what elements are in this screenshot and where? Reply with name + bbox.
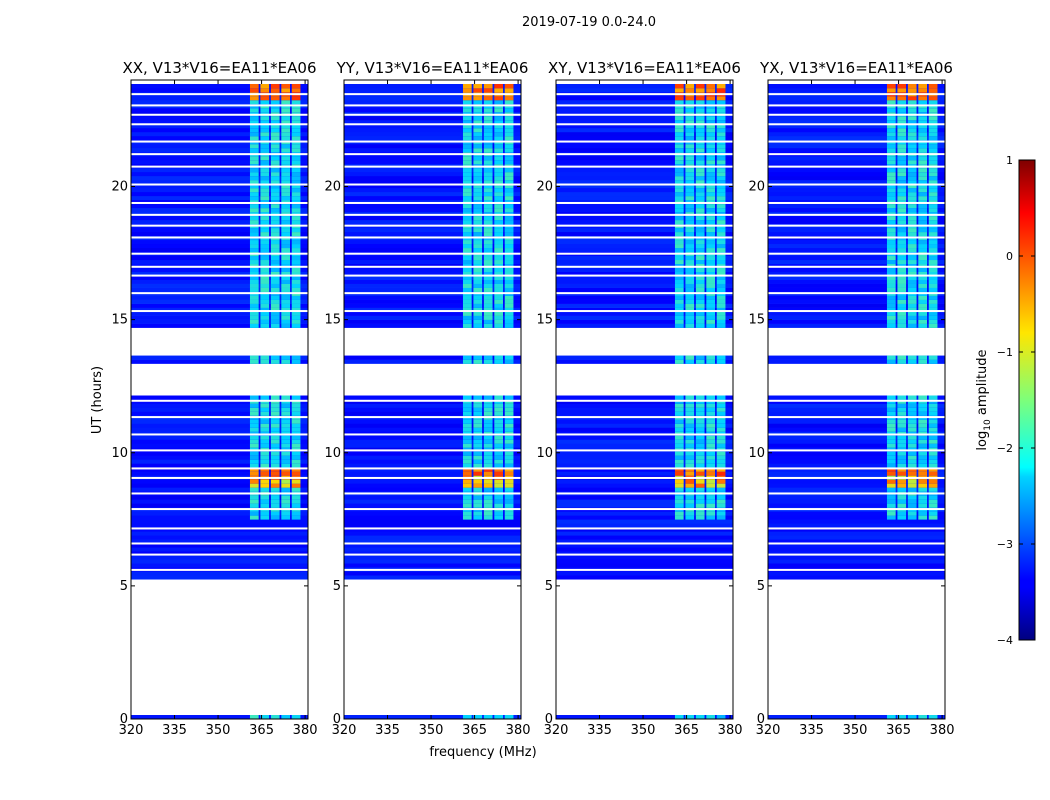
panels: XX, V13*V16=EA11*EA06 320 335 350 365 380 0 5 10…: [111, 59, 954, 738]
colorbar-tick-label: 1: [1006, 154, 1013, 167]
y-tick-label: 10: [111, 446, 128, 461]
x-tick-label: 320: [332, 723, 357, 738]
y-tick-label: 5: [333, 579, 341, 594]
y-tick-label: 0: [757, 712, 765, 727]
colorbar-tick-label: −1: [997, 346, 1013, 359]
colorbar-tick-label: −3: [997, 538, 1013, 551]
x-axis-label: frequency (MHz): [429, 745, 536, 760]
figure-suptitle: 2019-07-19 0.0-24.0: [522, 15, 656, 30]
x-tick-label: 335: [799, 723, 824, 738]
y-tick-label: 20: [536, 180, 553, 195]
spectrogram-image: [556, 83, 733, 719]
y-tick-label: 10: [748, 446, 765, 461]
x-tick-label: 350: [843, 723, 868, 738]
panel-title: XX, V13*V16=EA11*EA06: [122, 59, 316, 77]
x-tick-label: 350: [631, 723, 656, 738]
panel-frame: [343, 79, 522, 720]
y-tick-label: 10: [324, 446, 341, 461]
y-tick-label: 15: [324, 313, 341, 328]
x-tick-label: 335: [587, 723, 612, 738]
y-axis-label: UT (hours): [90, 366, 105, 434]
x-tick-label: 380: [930, 723, 955, 738]
y-tick-label: 15: [748, 313, 765, 328]
colorbar: 1 0 −1 −2 −3 −4 log10 amplitude: [975, 154, 1036, 647]
x-tick-label: 380: [718, 723, 743, 738]
y-tick-label: 5: [757, 579, 765, 594]
colorbar-tick-label: −2: [997, 442, 1013, 455]
y-tick-label: 5: [545, 579, 553, 594]
y-tick-label: 20: [748, 180, 765, 195]
y-tick-label: 15: [111, 313, 128, 328]
y-tick-label: 20: [111, 180, 128, 195]
panel-title: XY, V13*V16=EA11*EA06: [548, 59, 741, 77]
x-tick-label: 350: [206, 723, 231, 738]
x-tick-label: 320: [119, 723, 144, 738]
y-tick-label: 10: [536, 446, 553, 461]
x-tick-label: 365: [462, 723, 487, 738]
x-tick-label: 365: [886, 723, 911, 738]
x-tick-label: 335: [162, 723, 187, 738]
panel-3: XY, V13*V16=EA11*EA06 320 335 350 365 380 0 5 10…: [536, 59, 742, 738]
x-tick-label: 350: [419, 723, 444, 738]
x-tick-label: 365: [249, 723, 274, 738]
spectrogram-image: [344, 83, 521, 719]
x-tick-label: 380: [293, 723, 318, 738]
y-tick-label: 0: [545, 712, 553, 727]
spectrogram-image: [131, 83, 308, 719]
x-tick-label: 320: [756, 723, 781, 738]
x-tick-label: 365: [674, 723, 699, 738]
panel-1: XX, V13*V16=EA11*EA06 320 335 350 365 380 0 5 10…: [111, 59, 317, 738]
y-tick-label: 0: [333, 712, 341, 727]
panel-frame: [130, 79, 309, 720]
x-tick-label: 380: [506, 723, 531, 738]
colorbar-label: log10 amplitude: [975, 349, 993, 450]
panel-4: YX, V13*V16=EA11*EA06 320 335 350 365 380 0 5 10…: [748, 59, 954, 738]
y-tick-label: 5: [120, 579, 128, 594]
spectrogram-image: [768, 83, 945, 719]
colorbar-tick-label: −4: [997, 634, 1013, 647]
y-tick-label: 15: [536, 313, 553, 328]
panel-frame: [555, 79, 734, 720]
colorbar-gradient: [1018, 159, 1036, 641]
y-tick-label: 0: [120, 712, 128, 727]
panel-title: YY, V13*V16=EA11*EA06: [336, 59, 529, 77]
panel-frame: [767, 79, 946, 720]
colorbar-ticks: 1 0 −1 −2 −3 −4: [997, 154, 1035, 647]
panel-title: YX, V13*V16=EA11*EA06: [759, 59, 953, 77]
y-tick-label: 20: [324, 180, 341, 195]
x-tick-label: 320: [544, 723, 569, 738]
x-tick-label: 335: [375, 723, 400, 738]
colorbar-tick-label: 0: [1006, 250, 1013, 263]
panel-2: YY, V13*V16=EA11*EA06 320 335 350 365 380 0 5 10…: [324, 59, 530, 738]
